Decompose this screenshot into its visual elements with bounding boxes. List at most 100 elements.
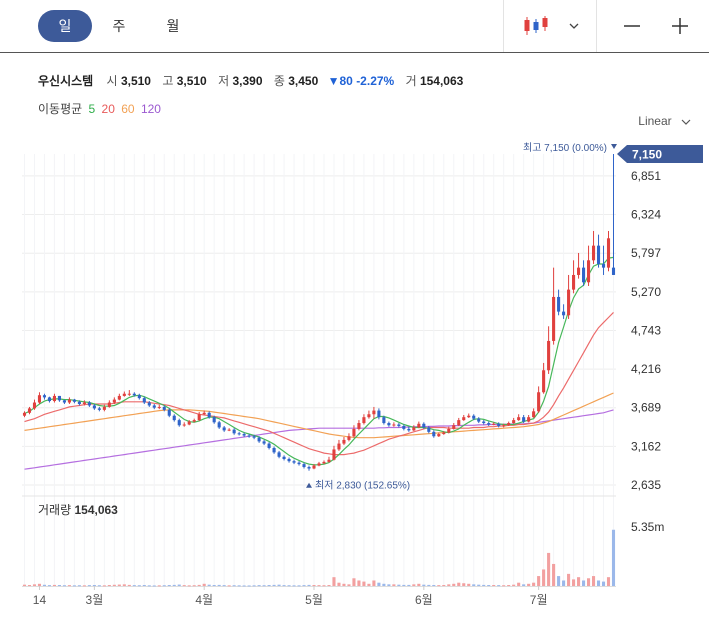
candle-body: [182, 424, 186, 426]
high-label: 고: [162, 74, 174, 88]
volume-bar: [352, 578, 356, 586]
volume-bar: [247, 585, 251, 587]
candle-body: [601, 263, 606, 268]
candle-body: [277, 452, 281, 457]
candle-body: [462, 417, 466, 421]
candle-body: [537, 392, 541, 412]
candle-body: [287, 458, 291, 462]
volume-bar: [132, 585, 136, 587]
candle-body: [337, 443, 341, 450]
candle-body: [457, 420, 461, 426]
tab-daily[interactable]: 일: [38, 10, 92, 42]
y-tick-label: 3,689: [631, 401, 661, 415]
candle-body: [107, 402, 111, 407]
volume-bar: [342, 583, 346, 586]
candle-body: [257, 437, 261, 442]
candle-body: [572, 274, 576, 290]
volume-bar: [377, 582, 381, 586]
candle-body: [417, 423, 421, 428]
candle-body: [407, 428, 411, 431]
candle-body: [232, 429, 236, 434]
volume-bar: [392, 584, 396, 586]
tab-monthly[interactable]: 월: [166, 18, 180, 34]
volume-bar: [327, 585, 331, 587]
volume-bar: [367, 583, 371, 586]
candle-body: [372, 410, 376, 415]
ma-20[interactable]: 20: [101, 102, 115, 116]
candle-body: [62, 400, 66, 403]
volume-bar: [57, 585, 61, 587]
candle-body: [292, 461, 296, 463]
tab-weekly[interactable]: 주: [112, 18, 126, 34]
volume-bar: [462, 583, 466, 586]
candle-body: [282, 456, 286, 459]
candle-body: [112, 399, 116, 403]
volume-value: 154,063: [419, 74, 464, 88]
candle-body: [422, 423, 426, 428]
candle-body: [312, 465, 316, 469]
candle-body: [87, 402, 91, 406]
volume-bar: [62, 585, 66, 587]
candle-body: [327, 459, 331, 462]
volume-bar: [407, 584, 411, 586]
volume-bar: [147, 585, 151, 587]
candle-body: [37, 395, 42, 403]
volume-bar: [542, 569, 546, 586]
candle-body: [302, 464, 306, 468]
candle-body: [502, 425, 506, 427]
open-value: 3,510: [120, 74, 151, 88]
ma-120[interactable]: 120: [140, 102, 161, 116]
candle-body: [582, 267, 586, 283]
x-tick-label: 14: [33, 593, 47, 607]
volume-panel-value: 154,063: [74, 503, 118, 517]
candle-body: [207, 412, 211, 418]
toolbar-divider: [596, 0, 597, 52]
ma-5[interactable]: 5: [88, 102, 96, 116]
candle-body: [137, 395, 141, 399]
candle-body: [357, 423, 361, 429]
candle-body: [532, 411, 536, 418]
volume-bar: [217, 584, 221, 586]
volume-bar: [532, 582, 536, 586]
volume-tick-label: 5.35m: [631, 520, 664, 534]
volume-bar: [117, 584, 121, 586]
volume-bar: [572, 579, 576, 586]
candle-body: [197, 414, 201, 421]
volume-bar: [357, 580, 361, 586]
volume-bar: [277, 584, 281, 586]
candle-body: [527, 417, 531, 422]
y-tick-label: 6,851: [631, 169, 661, 183]
plus-icon[interactable]: [666, 10, 694, 42]
open-label: 시: [106, 74, 118, 88]
scale-mode-button[interactable]: Linear: [638, 114, 691, 128]
volume-bar: [312, 585, 316, 587]
volume-bar: [42, 584, 47, 586]
y-tick-label: 4,216: [631, 362, 661, 376]
volume-bar: [317, 585, 321, 587]
minus-icon[interactable]: [618, 10, 646, 42]
volume-bar: [337, 582, 341, 586]
ma-label: 이동평균: [38, 102, 83, 116]
ma-60[interactable]: 60: [121, 102, 135, 116]
change-value: ▼80: [327, 74, 353, 88]
volume-bar: [402, 584, 406, 586]
volume-bar: [227, 585, 231, 587]
candle-body: [237, 433, 241, 435]
last-price-label: 7,150: [632, 148, 662, 162]
volume-bar: [237, 585, 241, 587]
candle-body: [567, 289, 571, 316]
chevron-down-icon: [681, 119, 691, 125]
candle-body: [42, 395, 47, 398]
candlestick-icon[interactable]: [518, 10, 554, 42]
candle-body: [142, 398, 146, 403]
x-tick-label: 4월: [195, 593, 213, 607]
candle-body: [122, 393, 126, 396]
volume-bar: [362, 581, 366, 586]
chevron-down-icon[interactable]: [564, 10, 584, 42]
volume-bar: [397, 584, 401, 586]
close-label: 종: [273, 74, 285, 88]
volume-bar: [552, 563, 556, 586]
candle-body: [147, 402, 151, 406]
volume-bar: [187, 585, 191, 587]
